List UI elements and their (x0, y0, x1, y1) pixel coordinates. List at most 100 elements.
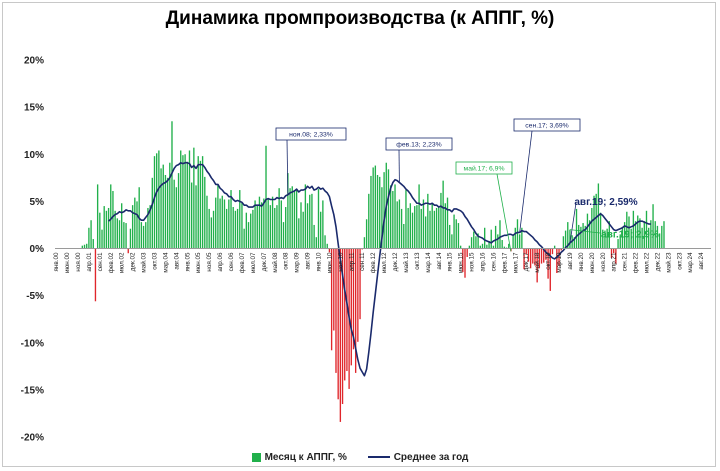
bar (258, 196, 261, 249)
annotation-leader (519, 130, 533, 233)
bar (516, 219, 519, 249)
x-tick-label: фев.17 (501, 252, 508, 273)
x-tick-label: янв.20 (578, 252, 585, 271)
bar (658, 233, 661, 249)
x-tick-label: июн.00 (64, 252, 71, 273)
annotation-text: сен.17; 3,69% (525, 123, 568, 130)
bar (309, 194, 311, 249)
bar (177, 173, 180, 249)
bar (337, 248, 339, 400)
bar (449, 224, 451, 249)
x-tick-label: май.18 (533, 252, 541, 273)
bar (514, 227, 516, 249)
bar (464, 248, 466, 278)
bar (416, 205, 418, 249)
x-tick-label: авг.24 (698, 252, 705, 270)
bar (186, 161, 188, 249)
bar (271, 196, 274, 249)
bar (451, 234, 453, 249)
x-tick-label: янв.05 (184, 252, 191, 271)
bar (260, 202, 263, 249)
legend-label-line: Среднее за год (393, 452, 469, 463)
x-tick-label: авг.09 (305, 252, 312, 270)
x-tick-label: окт.03 (151, 252, 158, 270)
x-tick-label: июн.05 (195, 252, 202, 273)
bar (424, 216, 427, 249)
x-tick-label: ноя.05 (206, 252, 213, 272)
bar (330, 248, 333, 351)
bar (654, 221, 656, 249)
bar (455, 219, 457, 249)
bar (370, 175, 372, 249)
bar (536, 248, 538, 283)
bar (553, 245, 556, 249)
bar (422, 199, 425, 249)
bar (584, 225, 586, 249)
bar (392, 191, 394, 249)
average-line (108, 161, 651, 377)
bar (429, 210, 431, 249)
bar (457, 223, 460, 249)
bar (193, 147, 195, 249)
bar (267, 198, 269, 249)
bar (610, 248, 613, 258)
bar (643, 221, 645, 249)
bar (326, 243, 328, 249)
x-tick-label: апр.01 (86, 252, 93, 272)
x-tick-label: фев.12 (370, 252, 377, 273)
x-tick-label: фев.22 (633, 252, 640, 273)
bar (508, 243, 510, 249)
bar (127, 248, 129, 254)
bar (564, 230, 567, 249)
bar (488, 240, 490, 249)
bar (529, 248, 532, 269)
bar (641, 227, 643, 249)
bar (158, 150, 160, 249)
bar (101, 229, 103, 249)
bar (118, 220, 121, 249)
x-tick-label: май.03 (140, 252, 148, 273)
bar (81, 245, 84, 249)
bar (427, 193, 429, 249)
bar (346, 248, 348, 372)
bar (575, 208, 578, 249)
annotation-box (455, 161, 513, 175)
x-tick-label: мар.09 (294, 252, 301, 273)
bar (103, 206, 105, 249)
bar (547, 248, 549, 279)
bar (114, 210, 116, 249)
y-tick-label: 20% (24, 56, 44, 67)
bar (398, 199, 401, 249)
bar (357, 248, 359, 342)
bar (459, 245, 462, 249)
bar (466, 248, 468, 257)
bar (156, 153, 158, 249)
bar (171, 121, 173, 249)
bar (322, 200, 324, 249)
x-tick-label: дек.07 (261, 252, 268, 271)
bar (582, 223, 584, 249)
bar (317, 189, 320, 249)
bar (521, 227, 523, 249)
bar (280, 200, 282, 249)
x-tick-label: ноя.00 (75, 252, 82, 272)
bar (523, 248, 525, 270)
bar (105, 210, 108, 249)
bar (230, 190, 232, 249)
bar (96, 184, 99, 249)
x-tick-label: окт.23 (676, 252, 683, 270)
bar (503, 246, 506, 249)
bar (315, 237, 317, 249)
x-tick-label: сен.01 (97, 252, 104, 271)
x-tick-label: окт.13 (414, 252, 421, 270)
bar (580, 226, 582, 249)
bar (499, 220, 501, 249)
bar (291, 186, 293, 249)
bar (302, 211, 304, 249)
bar (300, 202, 302, 249)
bar (201, 156, 204, 249)
bar (252, 209, 254, 249)
bar (484, 227, 486, 249)
bar (661, 225, 663, 249)
